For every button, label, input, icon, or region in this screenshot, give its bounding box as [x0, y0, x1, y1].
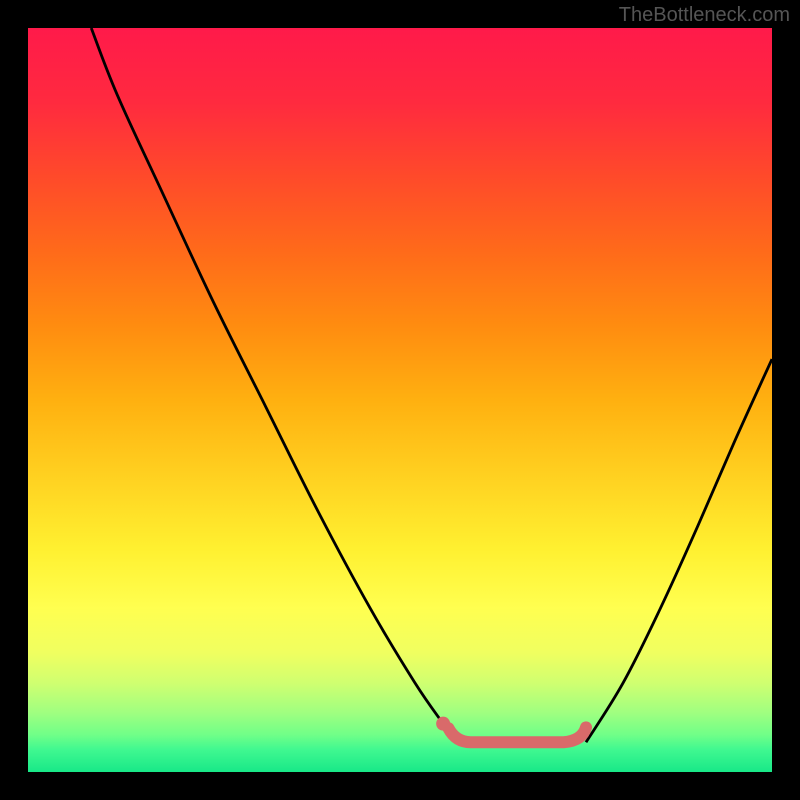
- optimal-dot: [436, 717, 450, 731]
- plot-area: [28, 28, 772, 772]
- chart-svg: [28, 28, 772, 772]
- chart-container: TheBottleneck.com: [0, 0, 800, 800]
- watermark-text: TheBottleneck.com: [619, 4, 790, 27]
